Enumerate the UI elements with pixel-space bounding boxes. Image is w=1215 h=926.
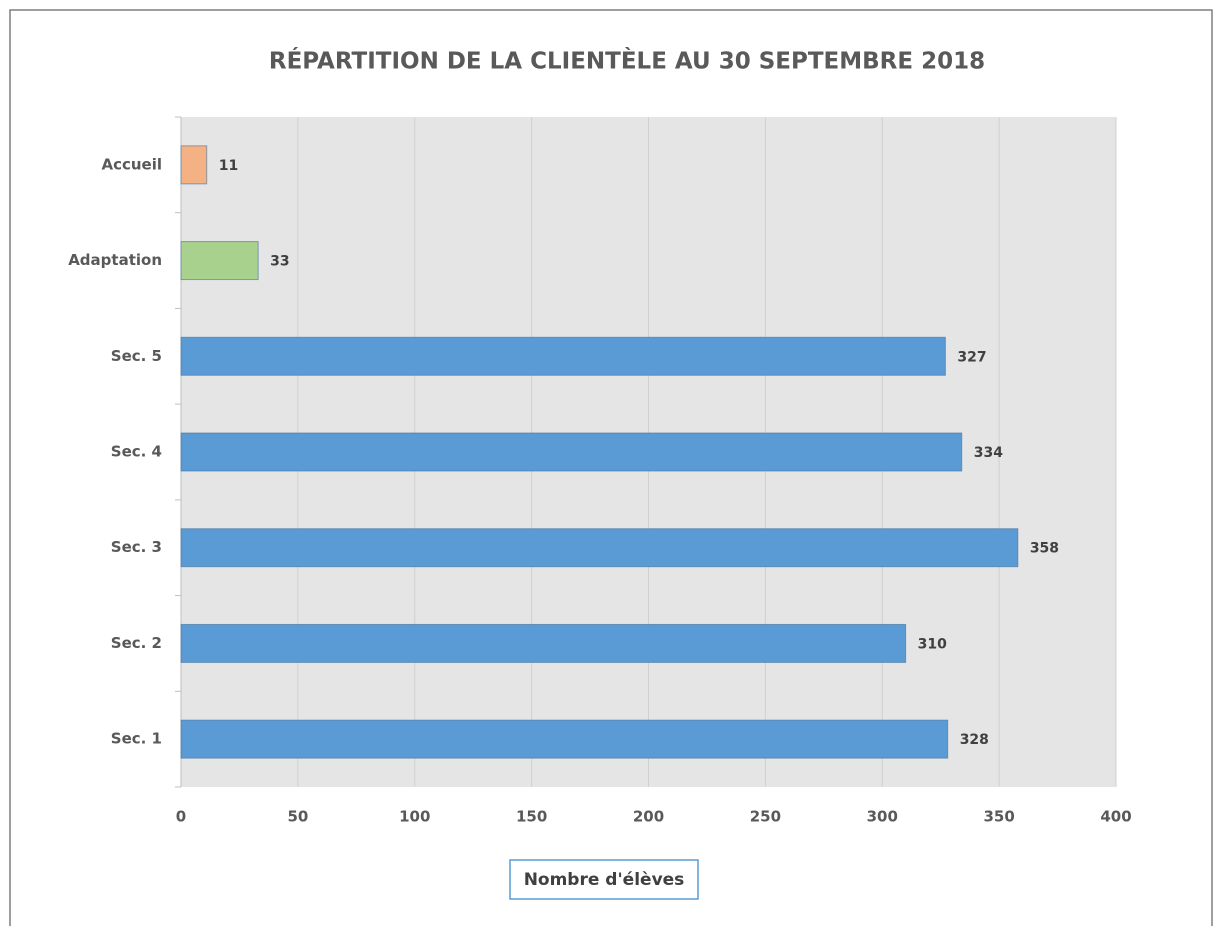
x-label-box <box>509 859 699 900</box>
bar <box>180 432 963 472</box>
x-tick-label: 0 <box>176 808 186 826</box>
y-tick-label: Sec. 3 <box>111 538 162 556</box>
bar <box>180 719 949 759</box>
bar <box>180 145 208 185</box>
x-tick-label: 300 <box>867 808 898 826</box>
y-tick-label: Sec. 4 <box>111 443 162 461</box>
x-tick-label: 100 <box>399 808 430 826</box>
x-tick-label: 400 <box>1100 808 1131 826</box>
y-tick-label: Sec. 1 <box>111 730 162 748</box>
bar <box>180 623 907 663</box>
x-tick-label: 200 <box>633 808 664 826</box>
y-tick-label: Accueil <box>101 155 162 173</box>
y-tick-label: Adaptation <box>68 251 162 269</box>
x-tick-label: 50 <box>287 808 308 826</box>
y-tick-label: Sec. 2 <box>111 634 162 652</box>
y-tick-label: Sec. 5 <box>111 347 162 365</box>
x-tick-label: 350 <box>983 808 1014 826</box>
bar <box>180 241 259 281</box>
x-axis-label: Nombre d'élèves <box>524 870 685 890</box>
data-label: 33 <box>270 254 289 270</box>
bar <box>180 336 946 376</box>
data-label: 310 <box>918 636 947 652</box>
x-tick-label: 250 <box>750 808 781 826</box>
data-label: 328 <box>960 732 989 748</box>
data-label: 11 <box>219 158 238 174</box>
data-label: 358 <box>1030 541 1059 557</box>
x-tick-label: 150 <box>516 808 547 826</box>
data-label: 327 <box>957 349 986 365</box>
data-label: 334 <box>974 445 1003 461</box>
bar <box>180 528 1019 568</box>
chart-title: RÉPARTITION DE LA CLIENTÈLE AU 30 SEPTEM… <box>269 47 985 75</box>
